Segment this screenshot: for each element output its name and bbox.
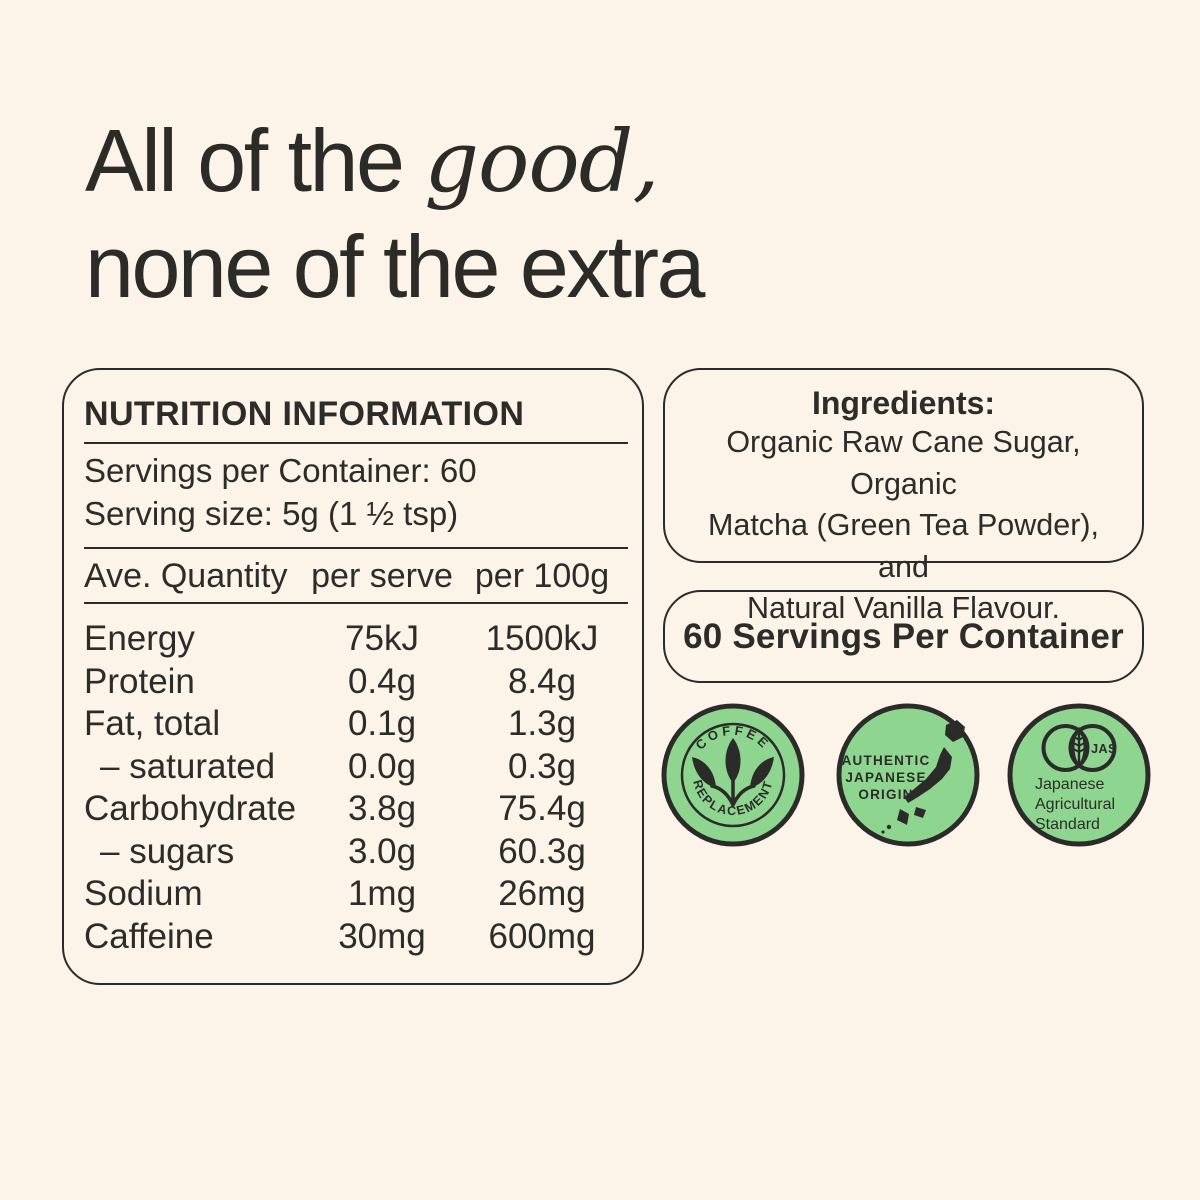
leaf-sprout-icon (692, 738, 774, 807)
column-header-quantity: Ave. Quantity (84, 557, 288, 595)
table-row: Energy 75kJ 1500kJ (84, 618, 628, 661)
japan-map-icon (881, 720, 965, 834)
nutrition-table-header: Ave. Quantity per serve per 100g (84, 555, 628, 598)
nutrient-per-serve-value: 0.0g (347, 746, 417, 786)
jas-leaf-icon (1071, 727, 1087, 768)
nutrient-per-100g-value: 600mg (488, 916, 596, 956)
column-header-per-100g: per 100g (474, 557, 610, 595)
ingredients-title: Ingredients: (811, 385, 996, 421)
nutrition-table-body: Energy 75kJ 1500kJ Protein 0.4g 8.4g Fat… (84, 618, 628, 958)
nutrient-label: Caffeine (84, 916, 214, 956)
nutrient-per-serve-value: 30mg (338, 916, 426, 956)
badge-text-line: AUTHENTIC (842, 753, 931, 768)
nutrient-per-serve-value: 0.4g (347, 661, 417, 701)
nutrient-per-serve-value: 1mg (347, 874, 417, 913)
hero-heading: All of the good, none of the extra (85, 109, 705, 319)
badge-inner-ring (680, 722, 786, 828)
nutrient-label: Protein (84, 661, 195, 701)
table-row: Carbohydrate 3.8g 75.4g (84, 788, 628, 831)
heading-line1-italic-word: good, (424, 112, 659, 212)
table-row: Fat, total 0.1g 1.3g (84, 703, 628, 746)
nutrient-per-100g-value: 8.4g (507, 661, 577, 701)
badge-text-line: ORIGIN (858, 787, 913, 802)
nutrient-per-100g-value: 1500kJ (485, 619, 599, 658)
serving-size-line: Serving size: 5g (1 ½ tsp) (84, 495, 459, 532)
table-row: – sugars 3.0g 60.3g (84, 831, 628, 874)
nutrient-label: – sugars (100, 831, 235, 871)
servings-per-container-line: Servings per Container: 60 (84, 452, 477, 489)
nutrition-information-panel: NUTRITION INFORMATION Servings per Conta… (62, 368, 644, 985)
nutrient-label: Sodium (84, 874, 203, 913)
table-row: Protein 0.4g 8.4g (84, 661, 628, 704)
column-header-per-serve: per serve (311, 557, 453, 595)
coffee-replacement-badge: COFFEE REPLACEMENT (661, 703, 805, 847)
nutrient-label: Fat, total (84, 704, 221, 743)
jas-organic-mark-icon: JAS (1041, 724, 1117, 772)
table-row: – saturated 0.0g 0.3g (84, 746, 628, 789)
divider (84, 547, 628, 549)
heading-line1-prefix: All of the (85, 110, 425, 210)
badge-text-line: JAPANESE (845, 770, 926, 785)
jas-mark-text: JAS (1091, 742, 1117, 756)
table-row: Sodium 1mg 26mg (84, 873, 628, 916)
nutrient-per-100g-value: 1.3g (507, 704, 577, 743)
jas-badge: JAS Japanese Agricultural Standard (1007, 703, 1151, 847)
heading-line2: none of the extra (85, 216, 705, 316)
nutrient-label: – saturated (100, 746, 276, 786)
jas-caption: Japanese Agricultural Standard (1035, 776, 1115, 833)
table-row: Caffeine 30mg 600mg (84, 916, 628, 959)
nutrient-label: Energy (84, 619, 195, 658)
nutrition-title: NUTRITION INFORMATION (84, 395, 525, 433)
badge-text-line: Agricultural (1035, 796, 1115, 813)
nutrient-per-100g-value: 0.3g (507, 746, 577, 786)
nutrient-label: Carbohydrate (84, 789, 297, 828)
divider (84, 602, 628, 604)
nutrient-per-serve-value: 3.8g (347, 789, 417, 828)
ingredients-body: Organic Raw Cane Sugar, Organic Matcha (… (707, 425, 1100, 625)
authentic-japanese-origin-badge: AUTHENTIC JAPANESE ORIGIN (836, 703, 980, 847)
nutrient-per-100g-value: 60.3g (498, 831, 586, 871)
badge-outer-ring (836, 703, 980, 847)
servings-banner: 60 Servings Per Container (663, 590, 1144, 683)
badge-text-line: Standard (1035, 816, 1100, 833)
divider (84, 442, 628, 444)
nutrient-per-serve-value: 0.1g (347, 704, 417, 743)
badge-text-line: Japanese (1035, 776, 1104, 793)
nutrient-per-100g-value: 75.4g (498, 789, 586, 828)
nutrient-per-serve-value: 75kJ (345, 619, 419, 658)
nutrient-per-100g-value: 26mg (498, 874, 586, 913)
nutrient-per-serve-value: 3.0g (347, 831, 417, 871)
servings-banner-text: 60 Servings Per Container (683, 616, 1124, 656)
ingredients-panel: Ingredients: Organic Raw Cane Sugar, Org… (663, 368, 1144, 625)
